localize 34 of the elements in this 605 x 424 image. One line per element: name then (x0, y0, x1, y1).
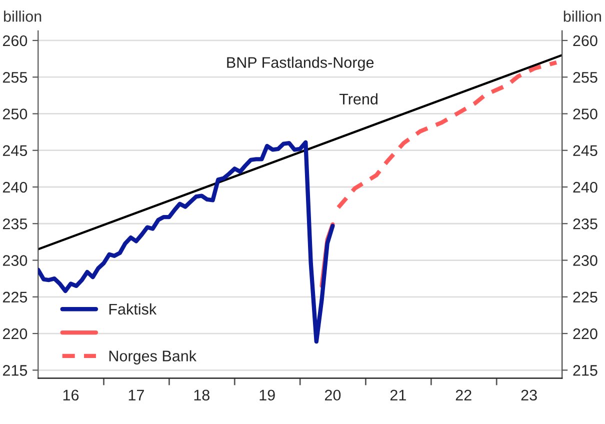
y2-tick-label: 255 (573, 72, 598, 83)
x-tick-label: 18 (194, 390, 210, 401)
x-tick-label: 21 (390, 390, 406, 400)
y2-tick-label: 215 (573, 365, 598, 376)
y2-tick-label: 245 (573, 145, 598, 156)
y-tick-label: 245 (2, 145, 28, 156)
x-tick-label: 23 (521, 390, 537, 401)
y-tick-label: 220 (2, 328, 28, 340)
y-tick-label: 255 (2, 72, 28, 83)
legend-label: Faktisk (109, 303, 157, 315)
y-tick-label: 215 (2, 365, 28, 376)
y2-tick-label: 250 (573, 108, 598, 120)
y-axis-title: billion (4, 10, 42, 22)
legend-label: Norges Bank (109, 350, 197, 364)
y2-tick-label: 235 (573, 218, 598, 230)
x-tick-label: 17 (128, 390, 144, 400)
y2-tick-label: 220 (573, 328, 598, 340)
y2-axis-title: billion (564, 10, 601, 22)
y-tick-label: 235 (2, 218, 28, 230)
text: BNP Fastlands-Norge (227, 56, 374, 71)
x-tick-label: 16 (63, 390, 79, 401)
y2-tick-label: 230 (573, 255, 598, 266)
y2-tick-label: 260 (573, 35, 598, 46)
y-tick-label: 260 (2, 35, 28, 46)
x-tick-label: 20 (324, 390, 341, 401)
annotation: Trend (339, 93, 378, 105)
y2-tick-label: 240 (573, 182, 598, 193)
y-tick-label: 250 (2, 108, 28, 120)
x-tick-label: 19 (260, 390, 275, 401)
y-tick-label: 230 (2, 255, 28, 266)
y2-tick-label: 225 (573, 292, 598, 303)
y-tick-label: 225 (2, 292, 28, 303)
y-tick-label: 240 (2, 182, 28, 193)
x-tick-label: 22 (456, 390, 472, 400)
